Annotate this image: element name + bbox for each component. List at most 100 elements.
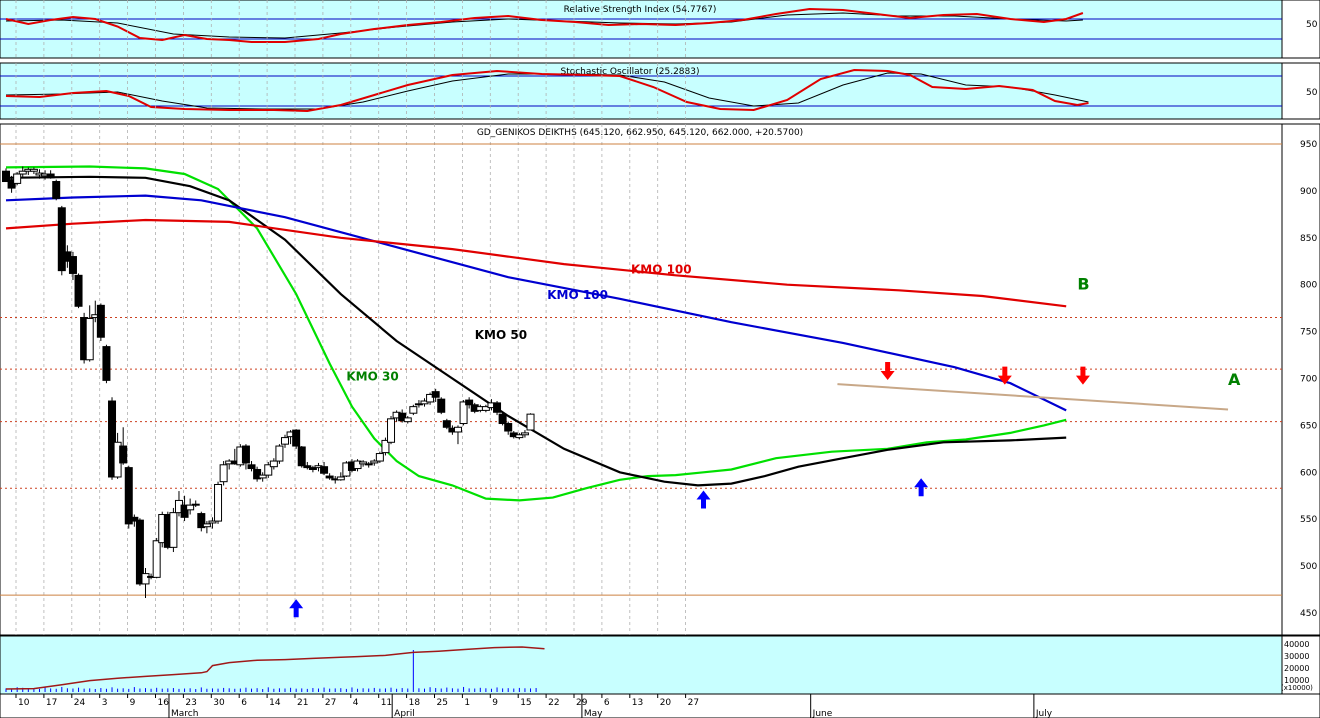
x-day-label: 11: [381, 698, 392, 708]
moving-average-line: [5, 218, 1067, 308]
y-tick-label: 450: [1300, 609, 1317, 619]
candle-body: [409, 406, 418, 414]
candle-body: [336, 476, 345, 481]
x-day-label: 13: [632, 698, 643, 708]
x-day-label: 27: [688, 698, 699, 708]
candle-body: [135, 519, 144, 585]
x-day-label: 6: [241, 698, 247, 708]
candle-body: [498, 413, 507, 425]
moving-average-line: [5, 165, 1067, 502]
candle-body: [481, 406, 490, 411]
y-tick-label: 650: [1300, 421, 1317, 431]
down-arrow-marker: [880, 361, 895, 380]
candle-body: [208, 520, 217, 524]
rsi-title: Relative Strength Index (54.7767): [564, 5, 717, 15]
x-day-label: 18: [409, 698, 421, 708]
candle-body: [68, 256, 77, 274]
up-arrow-marker: [696, 490, 711, 509]
rsi-ytick: 50: [1306, 20, 1318, 30]
candle-body: [320, 466, 329, 474]
candle-body: [504, 423, 513, 432]
x-month-label: April: [394, 709, 415, 718]
candle-body: [102, 346, 111, 381]
candle-body: [85, 317, 94, 361]
candle-body: [387, 418, 396, 443]
chart-annotation: KMO 30: [346, 369, 398, 383]
y-tick-label: 950: [1300, 140, 1317, 150]
candle-body: [381, 439, 390, 454]
candle-body: [281, 437, 289, 445]
rsi-panel: [0, 0, 1283, 59]
candle-body: [46, 173, 55, 179]
candle-body: [493, 402, 502, 413]
candle-body: [325, 475, 334, 479]
candle-body: [169, 512, 178, 548]
candle-body: [191, 503, 200, 506]
x-day-label: 24: [74, 698, 86, 708]
moving-average-line: [5, 194, 1067, 412]
x-day-label: 23: [185, 698, 196, 708]
trend-line: [837, 383, 1229, 411]
volume-panel: [0, 635, 1283, 695]
volume-tick-label: 20000: [1284, 664, 1309, 673]
candle-body: [214, 483, 223, 522]
x-day-label: 4: [353, 698, 359, 708]
volume-scale-label: (x10000): [1281, 684, 1313, 692]
candle-body: [186, 504, 195, 511]
candle-body: [219, 464, 228, 483]
x-day-label: 9: [492, 698, 498, 708]
candle-body: [247, 464, 256, 470]
candle-body: [303, 465, 312, 469]
x-day-label: 6: [604, 698, 610, 708]
volume-axis-panel: [1281, 635, 1320, 695]
candle-body: [269, 460, 278, 468]
candle-body: [359, 461, 368, 465]
y-tick-label: 900: [1300, 187, 1317, 197]
candle-body: [108, 400, 117, 478]
price-axis-panel: [1281, 123, 1320, 636]
indicator-line: [5, 7, 1084, 43]
y-tick-label: 750: [1300, 328, 1317, 338]
x-month-label: May: [584, 709, 603, 718]
chart-annotation: A: [1228, 370, 1241, 389]
x-day-label: 27: [325, 698, 336, 708]
candle-body: [459, 401, 468, 425]
x-day-label: 30: [213, 698, 225, 708]
stochastic-axis-panel: [1281, 62, 1320, 120]
up-arrow-marker: [289, 599, 304, 618]
x-day-label: 14: [269, 698, 281, 708]
candle-body: [364, 463, 373, 466]
candle-body: [431, 391, 440, 398]
candle-body: [258, 474, 267, 479]
candle-body: [426, 393, 435, 403]
candle-body: [18, 170, 27, 175]
volume-tick-label: 10000: [1284, 676, 1309, 685]
chart-annotation: KMO 100: [547, 288, 608, 302]
x-day-label: 9: [130, 698, 136, 708]
candle-body: [52, 181, 61, 199]
x-day-label: 15: [520, 698, 531, 708]
candle-body: [241, 445, 250, 464]
candle-body: [353, 460, 362, 470]
candle-body: [453, 426, 462, 433]
candle-body: [370, 460, 379, 464]
indicator-line: [5, 68, 1089, 113]
candle-body: [202, 523, 211, 528]
candle-body: [375, 453, 384, 462]
candle-body: [2, 170, 10, 183]
y-tick-label: 500: [1300, 562, 1317, 572]
y-tick-label: 600: [1300, 468, 1317, 478]
x-day-label: 10: [18, 698, 30, 708]
chart-annotation: B: [1077, 274, 1089, 293]
x-axis-panel: [0, 693, 1320, 718]
candle-body: [119, 445, 128, 464]
y-tick-label: 800: [1300, 281, 1317, 291]
candle-body: [437, 398, 446, 413]
x-day-label: 3: [102, 698, 108, 708]
moving-average-line: [5, 175, 1067, 487]
candle-body: [57, 207, 66, 272]
stochastic-ytick: 50: [1306, 88, 1318, 98]
chart-annotation: KMO 50: [475, 328, 527, 342]
x-day-label: 21: [297, 698, 308, 708]
